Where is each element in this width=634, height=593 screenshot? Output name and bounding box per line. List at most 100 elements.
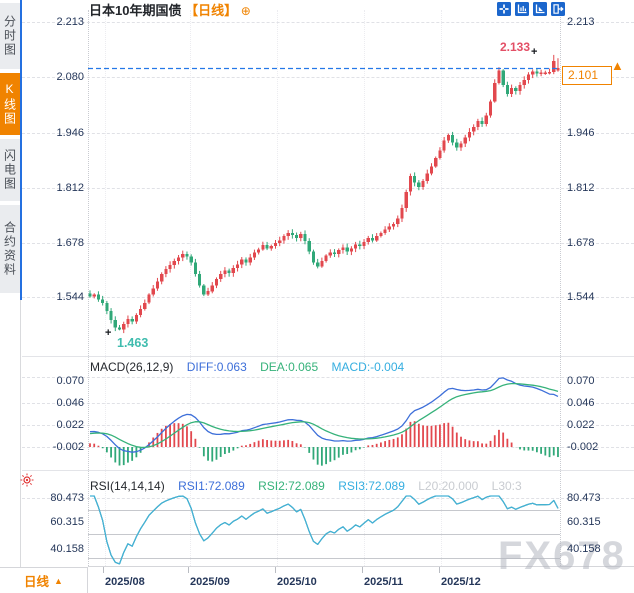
sidebar-tab-timeshare[interactable]: 分时图 — [0, 3, 20, 69]
axis-tick-label: 60.315 — [567, 516, 601, 528]
axis-tick-label: 1.812 — [56, 182, 84, 194]
rsi-title[interactable]: RSI(14,14,14) — [90, 479, 165, 493]
gridline — [22, 447, 634, 448]
axis-tick-label: 40.158 — [50, 543, 84, 555]
chart-style-icon[interactable] — [533, 2, 547, 16]
chart-title-bar: 日本10年期国债 【日线】 ⊕ — [89, 3, 251, 19]
high-point-marker: + — [531, 46, 538, 58]
axis-tick-label: 2.213 — [56, 16, 84, 28]
period-arrow-icon: ▲ — [54, 575, 63, 586]
low-price-label: 1.463 — [117, 336, 149, 350]
macd-diff-value: DIFF:0.063 — [186, 360, 247, 374]
gridline — [22, 188, 634, 189]
date-label: 2025/11 — [364, 576, 404, 588]
gridline — [88, 534, 560, 535]
footer-border — [88, 566, 634, 567]
price-up-arrow: ▲ — [611, 58, 624, 73]
date-tick — [439, 567, 440, 573]
gridline — [22, 403, 634, 404]
exit-icon[interactable] — [551, 2, 565, 16]
gridline — [22, 243, 634, 244]
sidebar-accent-border — [20, 0, 22, 300]
axis-tick-label: 80.473 — [50, 492, 84, 504]
period-mode-label[interactable]: 【日线】 — [185, 3, 238, 18]
gridline — [88, 510, 560, 511]
gridline — [364, 10, 365, 566]
sidebar-border — [20, 300, 21, 567]
date-label: 2025/09 — [190, 576, 230, 588]
gridline — [560, 10, 561, 566]
axis-tick-label: 0.070 — [56, 375, 84, 387]
current-price-box: 2.101 — [562, 66, 612, 85]
axis-scale-icon[interactable] — [515, 2, 529, 16]
instrument-title: 日本10年期国债 — [89, 3, 182, 18]
sidebar-tab-lightning[interactable]: 闪电图 — [0, 139, 20, 201]
date-label: 2025/12 — [441, 576, 481, 588]
gridline — [277, 10, 278, 566]
high-price-label: 2.133 — [500, 40, 531, 54]
axis-tick-label: 80.473 — [567, 492, 601, 504]
axis-tick-label: 0.070 — [567, 375, 595, 387]
rsi-layer — [90, 495, 559, 565]
gridline — [22, 498, 634, 499]
axis-tick-label: 0.046 — [56, 397, 84, 409]
indicator-settings-icon[interactable] — [20, 473, 34, 487]
axis-tick-label: 0.022 — [56, 419, 84, 431]
gridline — [22, 470, 634, 471]
gridline — [22, 77, 634, 78]
axis-tick-label: 1.946 — [567, 127, 595, 139]
period-selector[interactable]: 日线 ▲ — [0, 567, 88, 593]
rsi-l30-value: L30:3 — [491, 479, 522, 493]
gridline — [88, 10, 89, 566]
axis-tick-label: -0.002 — [52, 441, 84, 453]
rsi1-value: RSI1:72.089 — [178, 479, 245, 493]
rsi-l20-value: L20:20.000 — [418, 479, 479, 493]
crosshair-icon[interactable] — [497, 2, 511, 16]
axis-tick-label: 0.022 — [567, 419, 595, 431]
gridline — [22, 297, 634, 298]
chart-toolbar — [497, 2, 565, 16]
axis-tick-label: 0.046 — [567, 397, 595, 409]
date-label: 2025/08 — [105, 576, 145, 588]
rsi3-value: RSI3:72.089 — [338, 479, 405, 493]
axis-tick-label: 2.080 — [56, 71, 84, 83]
gridline — [22, 22, 634, 23]
sidebar-tab-contract-info[interactable]: 合约资料 — [0, 205, 20, 293]
gridline — [441, 10, 442, 566]
macd-header: MACD(26,12,9) DIFF:0.063 DEA:0.065 MACD:… — [90, 360, 414, 374]
axis-tick-label: 1.946 — [56, 127, 84, 139]
gridline — [22, 133, 634, 134]
rsi-header: RSI(14,14,14) RSI1:72.089 RSI2:72.089 RS… — [90, 479, 532, 493]
rsi2-value: RSI2:72.089 — [258, 479, 325, 493]
axis-tick-label: 40.158 — [567, 543, 601, 555]
macd-layer — [89, 377, 559, 466]
date-tick — [103, 567, 104, 573]
macd-title[interactable]: MACD(26,12,9) — [90, 360, 174, 374]
macd-macd-value: MACD:-0.004 — [331, 360, 405, 374]
date-tick — [275, 567, 276, 573]
gridline — [190, 10, 191, 566]
date-label: 2025/10 — [277, 576, 317, 588]
gridline — [88, 558, 560, 559]
sidebar-tab-kline[interactable]: K线图 — [0, 73, 20, 135]
macd-dea-value: DEA:0.065 — [260, 360, 319, 374]
watermark: FX678 — [498, 534, 626, 578]
axis-tick-label: 1.678 — [567, 237, 595, 249]
axis-tick-label: 60.315 — [50, 516, 84, 528]
axis-tick-label: -0.002 — [567, 441, 599, 453]
gridline — [22, 377, 634, 378]
axis-tick-label: 1.678 — [56, 237, 84, 249]
period-label: 日线 — [24, 575, 50, 589]
add-indicator-icon[interactable]: ⊕ — [240, 4, 251, 18]
axis-tick-label: 1.544 — [567, 291, 595, 303]
date-tick — [362, 567, 363, 573]
gridline — [105, 10, 106, 566]
date-tick — [188, 567, 189, 573]
gridline — [22, 425, 634, 426]
axis-tick-label: 2.213 — [567, 16, 595, 28]
axis-tick-label: 1.544 — [56, 291, 84, 303]
gridline — [22, 356, 634, 357]
low-point-marker: + — [105, 327, 112, 339]
axis-tick-label: 1.812 — [567, 182, 595, 194]
